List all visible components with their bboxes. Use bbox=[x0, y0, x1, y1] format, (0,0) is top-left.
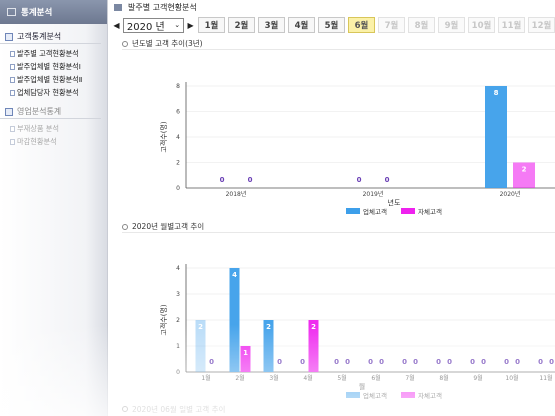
y-tick-label: 2 bbox=[176, 317, 180, 324]
x-axis-title: 년도 bbox=[388, 198, 401, 207]
document-icon bbox=[10, 76, 15, 83]
y-tick-label: 1 bbox=[176, 343, 180, 350]
x-tick-label: 11월 bbox=[539, 374, 552, 382]
document-icon bbox=[10, 125, 15, 132]
x-tick-label: 3월 bbox=[269, 374, 278, 382]
legend-swatch-own bbox=[401, 208, 415, 214]
legend-label-company: 업체고객 bbox=[363, 207, 387, 216]
folder-icon bbox=[5, 107, 13, 116]
bar-value-label: 0 bbox=[481, 358, 486, 366]
x-tick-label: 2018년 bbox=[226, 190, 247, 198]
y-tick-label: 8 bbox=[176, 83, 180, 90]
bar-value-label: 0 bbox=[334, 358, 339, 366]
sidebar-item-missing-product-analysis[interactable]: 부재상품 분석 bbox=[0, 122, 107, 135]
sidebar-item-order-customer-analysis[interactable]: 발주별 고객현황분석 bbox=[0, 47, 107, 60]
bar-value-label: 0 bbox=[277, 358, 282, 366]
bar-value-label: 0 bbox=[300, 358, 305, 366]
legend-swatch-company bbox=[346, 392, 360, 398]
bar-value-label: 0 bbox=[504, 358, 509, 366]
x-tick-label: 8월 bbox=[439, 374, 448, 382]
sidebar-item-label: 업체담당자 현황분석 bbox=[17, 87, 79, 97]
y-tick-label: 0 bbox=[176, 369, 180, 376]
legend-swatch-own bbox=[401, 392, 415, 398]
sidebar-item-label: 발주업체별 현황분석Ⅱ bbox=[17, 74, 83, 84]
y-axis-title: 고객수(명) bbox=[159, 304, 168, 335]
document-icon bbox=[10, 89, 15, 96]
bar-value-label: 0 bbox=[385, 176, 390, 184]
sidebar-section-customer-stats[interactable]: 고객통계분석 bbox=[0, 24, 101, 44]
sidebar-header-label: 통계분석 bbox=[21, 8, 53, 18]
y-tick-label: 2 bbox=[176, 160, 180, 167]
sidebar-header: 통계분석 bbox=[0, 0, 107, 24]
sidebar-section-label: 영업분석통계 bbox=[17, 107, 62, 116]
bar-value-label: 0 bbox=[368, 358, 373, 366]
x-tick-label: 6월 bbox=[371, 374, 380, 382]
window-icon bbox=[7, 8, 16, 16]
x-tick-label: 1월 bbox=[201, 374, 210, 382]
bar-value-label: 2 bbox=[522, 166, 527, 174]
bar-company bbox=[229, 268, 240, 372]
y-tick-label: 6 bbox=[176, 109, 180, 116]
legend-label-own: 자체고객 bbox=[418, 391, 442, 400]
document-icon bbox=[10, 50, 15, 57]
sidebar-item-vendor-analysis-2[interactable]: 발주업체별 현황분석Ⅱ bbox=[0, 73, 107, 86]
x-tick-label: 4월 bbox=[303, 374, 312, 382]
sidebar-item-label: 발주업체별 현황분석Ⅰ bbox=[17, 61, 81, 71]
bar-value-label: 0 bbox=[209, 358, 214, 366]
document-icon bbox=[10, 138, 15, 145]
bar-value-label: 0 bbox=[436, 358, 441, 366]
bar-value-label: 0 bbox=[379, 358, 384, 366]
y-tick-label: 3 bbox=[176, 291, 180, 298]
x-tick-label: 2월 bbox=[235, 374, 244, 382]
x-tick-label: 9월 bbox=[473, 374, 482, 382]
folder-icon bbox=[5, 32, 13, 41]
bar-value-label: 0 bbox=[357, 176, 362, 184]
bar-value-label: 2 bbox=[266, 323, 271, 331]
x-axis-title: 월 bbox=[359, 382, 365, 391]
bar-value-label: 0 bbox=[402, 358, 407, 366]
bar-value-label: 0 bbox=[470, 358, 475, 366]
bar-value-label: 0 bbox=[447, 358, 452, 366]
sidebar-item-label: 마감현황분석 bbox=[17, 136, 57, 146]
bar-value-label: 0 bbox=[515, 358, 520, 366]
y-axis-title: 고객수(명) bbox=[159, 121, 168, 152]
sidebar-item-label: 부재상품 분석 bbox=[17, 123, 59, 133]
main-content: 발주별 고객현황분석 ◀ 2020 년 ⌄ ▶ 1월 2월 3월 4월 5월 6월 7월 8월… bbox=[108, 0, 555, 416]
bar-value-label: 0 bbox=[345, 358, 350, 366]
sidebar-section-sales-stats[interactable]: 영업분석통계 bbox=[0, 99, 101, 119]
legend-label-company: 업체고객 bbox=[363, 391, 387, 400]
document-icon bbox=[10, 63, 15, 70]
bar-value-label: 0 bbox=[413, 358, 418, 366]
y-tick-label: 4 bbox=[176, 265, 180, 272]
bar-value-label: 8 bbox=[494, 89, 499, 97]
y-tick-label: 4 bbox=[176, 134, 180, 141]
sidebar-item-vendor-staff-analysis[interactable]: 업체담당자 현황분석 bbox=[0, 86, 107, 99]
sidebar-item-closing-status-analysis[interactable]: 마감현황분석 bbox=[0, 135, 107, 148]
bar-company bbox=[485, 86, 507, 188]
x-tick-label: 2020년 bbox=[500, 190, 521, 198]
bar-value-label: 0 bbox=[549, 358, 554, 366]
bar-value-label: 2 bbox=[198, 323, 203, 331]
bar-value-label: 1 bbox=[243, 349, 248, 357]
x-tick-label: 7월 bbox=[405, 374, 414, 382]
bar-value-label: 2 bbox=[311, 323, 316, 331]
legend-label-own: 자체고객 bbox=[418, 207, 442, 216]
sidebar-item-vendor-analysis-1[interactable]: 발주업체별 현황분석Ⅰ bbox=[0, 60, 107, 73]
bar-value-label: 0 bbox=[538, 358, 543, 366]
y-tick-label: 0 bbox=[176, 185, 180, 192]
x-tick-label: 10월 bbox=[505, 374, 518, 382]
sidebar-item-label: 발주별 고객현황분석 bbox=[17, 48, 79, 58]
bar-value-label: 4 bbox=[232, 271, 237, 279]
sidebar: 통계분석 고객통계분석 발주별 고객현황분석 발주업체별 현황분석Ⅰ 발주업체별… bbox=[0, 0, 108, 416]
legend-swatch-company bbox=[346, 208, 360, 214]
x-tick-label: 5월 bbox=[337, 374, 346, 382]
x-tick-label: 2019년 bbox=[363, 190, 384, 198]
sidebar-section-label: 고객통계분석 bbox=[17, 32, 62, 41]
bar-value-label: 0 bbox=[248, 176, 253, 184]
bar-value-label: 0 bbox=[220, 176, 225, 184]
